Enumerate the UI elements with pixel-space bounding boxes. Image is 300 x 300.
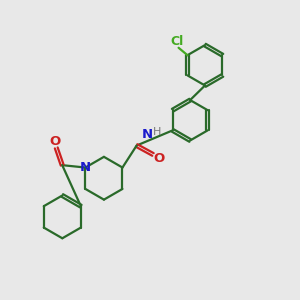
Text: N: N bbox=[142, 128, 153, 141]
Text: H: H bbox=[152, 127, 161, 137]
Text: N: N bbox=[80, 161, 91, 174]
Text: O: O bbox=[49, 135, 60, 148]
Text: O: O bbox=[153, 152, 164, 164]
Text: Cl: Cl bbox=[170, 35, 184, 48]
